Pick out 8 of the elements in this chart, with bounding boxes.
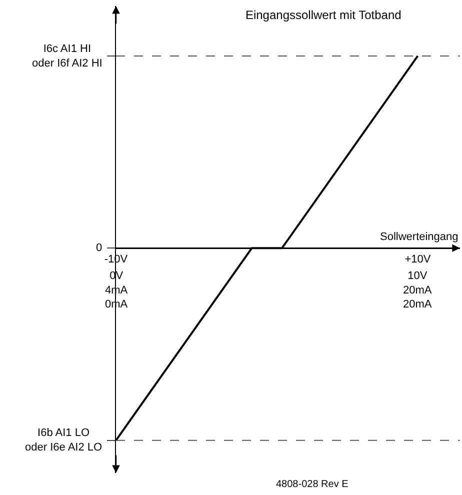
- ref-line-label: 0: [96, 242, 102, 254]
- x-tick-label: +10V: [404, 253, 432, 266]
- ref-line-label: I6c AI1 HI oder I6f AI2 HI: [32, 43, 102, 70]
- annotation: 10V 20mA 20mA: [403, 270, 432, 311]
- x-axis-title: Sollwerteingang: [380, 231, 458, 243]
- chart-title: Eingangssollwert mit Totband: [245, 8, 402, 22]
- ref-line-label: I6b AI1 LO oder I6e AI2 LO: [25, 427, 102, 454]
- text: 4808-028 Rev E: [276, 479, 349, 490]
